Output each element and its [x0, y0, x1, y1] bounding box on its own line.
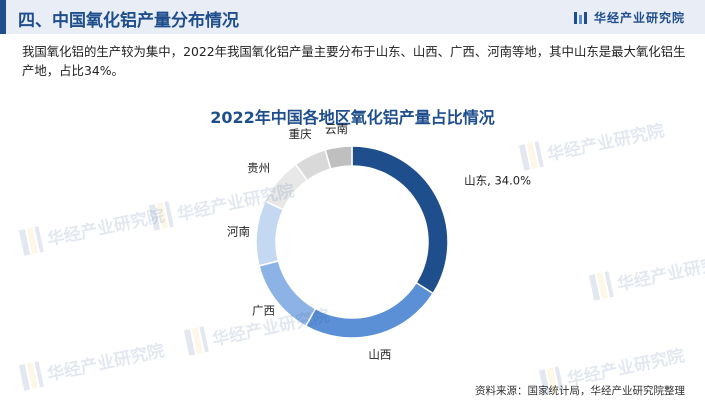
section-header: 四、中国氧化铝产量分布情况 华经产业研究院 [0, 0, 705, 34]
brand: 华经产业研究院 [573, 9, 685, 26]
label-chongqing: 重庆 [289, 127, 312, 141]
section-title: 四、中国氧化铝产量分布情况 [18, 11, 239, 31]
label-guizhou: 贵州 [247, 161, 270, 175]
chart-title: 2022年中国各地区氧化铝产量占比情况 [210, 108, 495, 127]
label-guangxi: 广西 [252, 304, 275, 318]
brand-name: 华经产业研究院 [593, 11, 685, 25]
header-accent-bar [0, 0, 6, 34]
slice-henan [255, 200, 285, 267]
label-shanxi: 山西 [368, 347, 391, 361]
label-yunnan: 云南 [325, 122, 348, 136]
intro-paragraph: 我国氧化铝的生产较为集中，2022年我国氧化铝产量主要分布于山东、山西、广西、河… [22, 44, 686, 78]
source-note: 资料来源：国家统计局，华经产业研究院整理 [475, 385, 685, 397]
slice-shanxi [304, 281, 435, 339]
label-henan: 河南 [227, 224, 250, 238]
slice-yunnan [324, 145, 353, 170]
brand-logo-icon [573, 11, 587, 24]
label-shandong: 山东, 34.0% [464, 173, 531, 187]
slice-shandong [351, 145, 449, 295]
